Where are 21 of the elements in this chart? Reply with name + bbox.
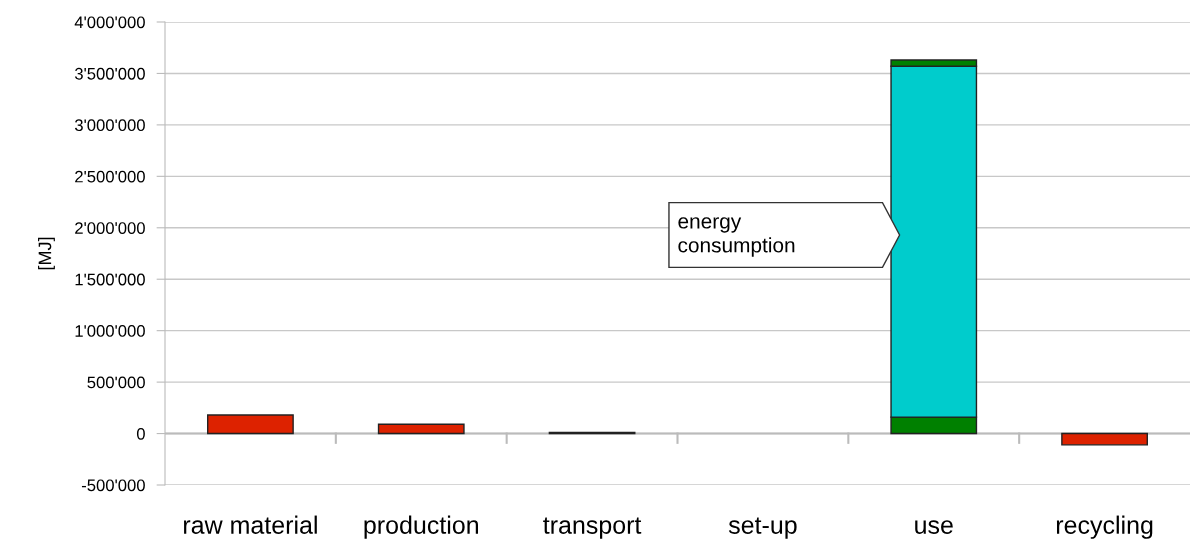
y-tick-label: 500'000	[87, 376, 145, 389]
bar	[207, 414, 294, 435]
x-tick-label: production	[364, 515, 479, 539]
y-tick-label: 2'500'000	[75, 170, 145, 183]
x-tick-label: raw material	[184, 515, 317, 534]
y-tick-label: 0	[136, 427, 145, 440]
y-tick-label: 1'000'000	[75, 325, 145, 337]
bar	[377, 423, 465, 435]
y-tick-label: 4'000'000	[74, 16, 145, 29]
y-tick-label: 3'000'000	[74, 119, 145, 132]
x-tick-label: use	[915, 520, 953, 534]
y-tick-label: 3'500'000	[74, 67, 145, 80]
x-tick-label: set-up	[728, 517, 797, 539]
y-tick-label: 2'000'000	[75, 222, 145, 234]
y-tick-label: 1'500'000	[75, 273, 145, 286]
x-tick-label: recycling	[1056, 515, 1153, 539]
y-tick-label: -500'000	[81, 479, 145, 492]
x-tick-label: transport	[543, 517, 642, 539]
annotation: energy consumption	[678, 217, 795, 257]
y-axis-title: [MJ]	[38, 237, 55, 270]
bar	[1061, 432, 1148, 446]
